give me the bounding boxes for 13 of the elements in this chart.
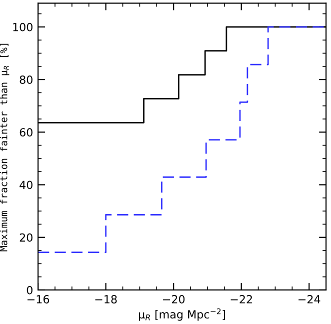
y-tick-label: 60 [20, 128, 32, 137]
y-tick-label: 80 [20, 76, 32, 84]
x-tick-label: −18 [95, 295, 117, 304]
y-tick-label: 0 [26, 286, 32, 294]
x-tick-label: −16 [28, 295, 50, 304]
x-tick-label: −20 [163, 295, 185, 304]
x-tick-label: −22 [230, 295, 252, 304]
y-tick-label: 40 [20, 180, 32, 190]
y-tick-label: 20 [20, 233, 32, 242]
y-tick-label: 100 [13, 22, 32, 32]
x-tick-label: −24 [298, 295, 320, 304]
text: Maximum fraction fainter than μ$_{R}$ [%] [0, 44, 10, 252]
x-axis-title: μ$_{R}$ [mag Mpc$^{−2}$] [138, 308, 226, 321]
